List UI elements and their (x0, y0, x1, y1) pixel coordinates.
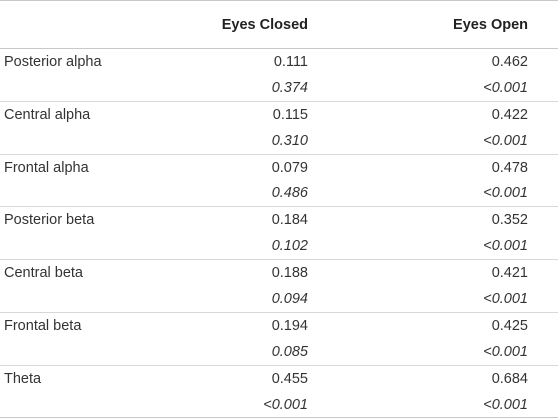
eyes-open-value: 0.421 (308, 259, 528, 287)
table-row-pvalue: <0.001 <0.001 (0, 391, 558, 419)
table-row: Posterior beta 0.184 0.352 (0, 206, 558, 234)
row-spacer (528, 286, 558, 312)
table-body: Posterior alpha 0.111 0.462 0.374 <0.001 Cent… (0, 47, 558, 419)
eyes-open-pvalue: <0.001 (483, 238, 528, 255)
eyes-closed-pvalue: <0.001 (208, 391, 308, 419)
eyes-closed-value: 0.194 (208, 311, 308, 339)
row-spacer (528, 364, 558, 392)
row-spacer (528, 153, 558, 181)
table-row: Central alpha 0.115 0.422 (0, 100, 558, 128)
header-eyes-open: Eyes Open (308, 0, 528, 49)
row-spacer (528, 391, 558, 419)
eyes-closed-value: 0.115 (208, 100, 308, 128)
row-spacer (528, 259, 558, 287)
eyes-closed-pvalue: 0.094 (271, 290, 308, 307)
pvalue-label-cell (0, 75, 208, 101)
eyes-open-value: 0.425 (308, 311, 528, 339)
eyes-closed-value: 0.455 (208, 364, 308, 392)
header-label (0, 0, 208, 49)
row-label: Central alpha (0, 100, 208, 128)
eyes-open-pvalue: <0.001 (483, 79, 528, 96)
row-spacer (528, 100, 558, 128)
row-spacer (528, 75, 558, 101)
header-spacer (528, 0, 558, 49)
table-row-pvalue: 0.085 <0.001 (0, 339, 558, 365)
row-spacer (528, 233, 558, 259)
row-label: Central beta (0, 259, 208, 287)
eyes-closed-value: 0.184 (208, 206, 308, 234)
row-label: Posterior beta (0, 206, 208, 234)
eyes-open-value: 0.684 (308, 364, 528, 392)
eyes-open-pvalue: <0.001 (483, 132, 528, 149)
row-spacer (528, 311, 558, 339)
table-header-row: Eyes Closed Eyes Open (0, 0, 558, 49)
table-row-pvalue: 0.102 <0.001 (0, 233, 558, 259)
eyes-closed-pvalue: 0.085 (271, 343, 308, 360)
row-spacer (528, 206, 558, 234)
pvalue-label-cell (0, 391, 208, 419)
pvalue-label-cell (0, 128, 208, 154)
eyes-closed-pvalue: 0.310 (271, 132, 308, 149)
eyes-open-pvalue: <0.001 (483, 185, 528, 202)
row-label: Frontal beta (0, 311, 208, 339)
pvalue-label-cell (0, 180, 208, 206)
eyes-closed-pvalue: 0.486 (271, 185, 308, 202)
pvalue-label-cell (0, 339, 208, 365)
table-row: Frontal beta 0.194 0.425 (0, 311, 558, 339)
row-label: Theta (0, 364, 208, 392)
row-spacer (528, 180, 558, 206)
eyes-open-value: 0.352 (308, 206, 528, 234)
row-spacer (528, 47, 558, 75)
pvalue-label-cell (0, 233, 208, 259)
pvalue-label-cell (0, 286, 208, 312)
row-spacer (528, 339, 558, 365)
eyes-open-value: 0.422 (308, 100, 528, 128)
eyes-closed-pvalue: 0.374 (271, 79, 308, 96)
eyes-open-pvalue: <0.001 (483, 343, 528, 360)
table-row: Theta 0.455 0.684 (0, 364, 558, 392)
table-row: Central beta 0.188 0.421 (0, 259, 558, 287)
row-label: Frontal alpha (0, 153, 208, 181)
eyes-closed-value: 0.188 (208, 259, 308, 287)
eyes-open-pvalue: <0.001 (483, 290, 528, 307)
table-row-pvalue: 0.094 <0.001 (0, 286, 558, 312)
table-row: Frontal alpha 0.079 0.478 (0, 153, 558, 181)
header-eyes-closed: Eyes Closed (208, 0, 308, 49)
table-row-pvalue: 0.310 <0.001 (0, 128, 558, 154)
eyes-open-value: 0.462 (308, 47, 528, 75)
eyes-closed-value: 0.079 (208, 153, 308, 181)
eyes-open-value: 0.478 (308, 153, 528, 181)
row-label: Posterior alpha (0, 47, 208, 75)
table-row-pvalue: 0.486 <0.001 (0, 180, 558, 206)
eyes-closed-pvalue: 0.102 (271, 238, 308, 255)
eyes-open-pvalue: <0.001 (308, 391, 528, 419)
table-row: Posterior alpha 0.111 0.462 (0, 47, 558, 75)
row-spacer (528, 128, 558, 154)
eyes-closed-value: 0.111 (208, 47, 308, 75)
table-row-pvalue: 0.374 <0.001 (0, 75, 558, 101)
